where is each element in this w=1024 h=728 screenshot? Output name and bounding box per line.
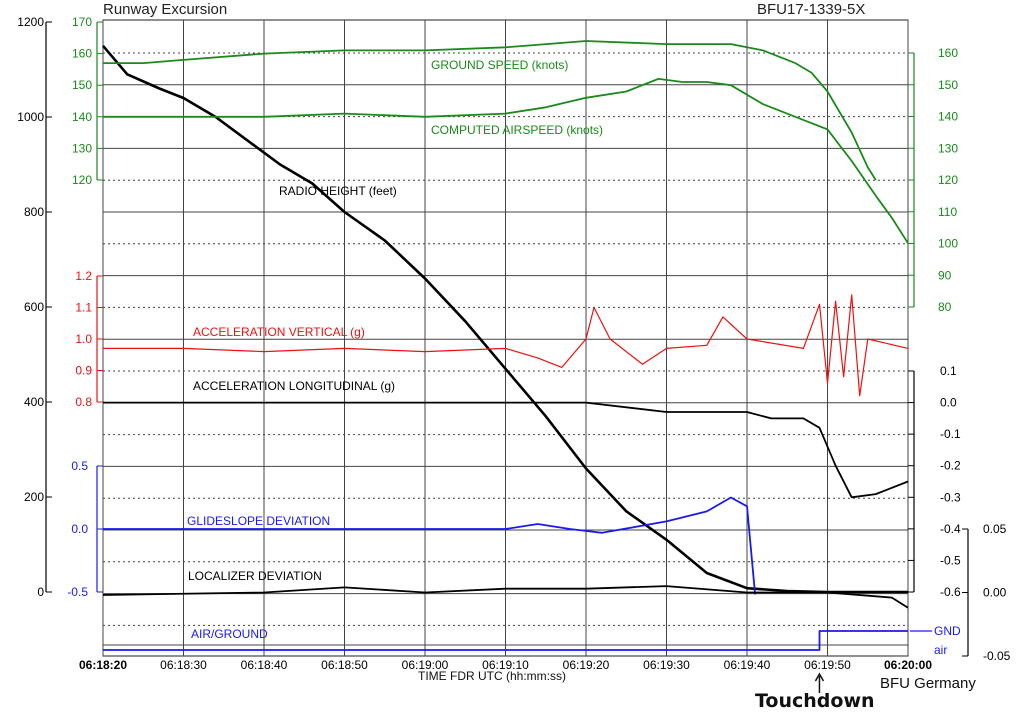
series-label: LOCALIZER DEVIATION — [188, 569, 322, 583]
series-label: ACCELERATION VERTICAL (g) — [193, 325, 365, 339]
acc-longitudinal-axis-label: -0.5 — [940, 553, 961, 567]
x-tick-label: 06:20:00 — [884, 658, 932, 672]
radio-height-axis-label: 600 — [24, 300, 44, 314]
acc-vertical-axis-label: 0.8 — [75, 395, 92, 409]
x-tick-label: 06:19:00 — [402, 658, 449, 672]
glideslope-axis-label: 0.5 — [71, 459, 88, 473]
radio-height-axis-label: 200 — [24, 490, 44, 504]
radio-height-axis-label: 1200 — [17, 15, 44, 29]
series-label: GROUND SPEED (knots) — [431, 58, 568, 72]
series-label: COMPUTED AIRSPEED (knots) — [431, 123, 603, 137]
report-id: BFU17-1339-5X — [757, 1, 865, 18]
acc-vertical-axis-label: 1.2 — [75, 269, 92, 283]
x-tick-label: 06:19:10 — [482, 658, 529, 672]
series-line — [103, 40, 877, 181]
acc-longitudinal-axis-label: 0.1 — [940, 364, 957, 378]
x-tick-label: 06:19:30 — [643, 658, 690, 672]
speed-axis-left-label: 130 — [72, 141, 92, 155]
localizer-axis-label: -0.05 — [983, 649, 1011, 663]
credit: BFU Germany — [880, 675, 976, 692]
series-line — [103, 401, 909, 499]
acc-longitudinal-axis-label: -0.3 — [940, 490, 961, 504]
speed-axis-right-label: 140 — [938, 110, 958, 124]
speed-axis-left-label: 160 — [72, 47, 92, 61]
series-line — [103, 78, 909, 244]
series-label: ACCELERATION LONGITUDINAL (g) — [193, 379, 395, 393]
speed-axis-right-label: 90 — [938, 268, 952, 282]
speed-axis-right-label: 80 — [938, 300, 952, 314]
series-labels: RADIO HEIGHT (feet) GROUND SPEED (knots) C… — [187, 58, 603, 641]
x-tick-label: 06:19:20 — [563, 658, 610, 672]
speed-axis-right-label: 150 — [938, 78, 958, 92]
radio-height-axis-label: 800 — [24, 205, 44, 219]
series-group — [102, 40, 909, 693]
localizer-axis-label: 0.05 — [983, 522, 1007, 536]
radio-height-axis-label: 400 — [24, 395, 44, 409]
speed-axis-left-label: 170 — [72, 15, 92, 29]
air-ground-tick-label: GND — [934, 624, 961, 638]
acc-longitudinal-axis-label: 0.0 — [940, 396, 957, 410]
speed-axis-right-label: 100 — [938, 237, 958, 251]
acc-longitudinal-axis-label: -0.4 — [940, 522, 961, 536]
x-axis-title: TIME FDR UTC (hh:mm:ss) — [418, 669, 566, 683]
speed-axis-right-label: 160 — [938, 46, 958, 60]
series-line — [103, 496, 756, 595]
speed-axis-right-label: 120 — [938, 173, 958, 187]
touchdown-arrowhead — [814, 672, 825, 682]
series-label: RADIO HEIGHT (feet) — [279, 184, 397, 198]
x-tick-label: 06:19:50 — [804, 658, 851, 672]
series-line — [102, 585, 909, 609]
series-label: AIR/GROUND — [191, 627, 268, 641]
x-tick-label: 06:18:30 — [160, 658, 207, 672]
air-ground-tick-label: air — [934, 643, 947, 657]
radio-height-axis-label: 0 — [37, 585, 44, 599]
speed-axis-left-label: 120 — [72, 173, 92, 187]
series-line — [103, 294, 909, 397]
x-tick-label: 06:18:20 — [79, 658, 127, 672]
grid — [102, 19, 909, 657]
series-line — [102, 44, 908, 594]
series-line — [103, 630, 908, 651]
series-label: GLIDESLOPE DEVIATION — [187, 514, 330, 528]
acc-longitudinal-axis-label: -0.1 — [940, 427, 961, 441]
acc-vertical-axis-label: 0.9 — [75, 364, 92, 378]
x-tick-label: 06:19:40 — [724, 658, 771, 672]
radio-height-axis-label: 1000 — [17, 110, 44, 124]
acc-longitudinal-axis-label: -0.6 — [940, 585, 961, 599]
touchdown-annotation: Touchdown — [755, 690, 875, 712]
speed-axis-right-label: 110 — [938, 205, 957, 219]
speed-axis-right-label: 130 — [938, 141, 958, 155]
speed-axis-left-label: 140 — [72, 110, 92, 124]
chart-title: Runway Excursion — [103, 1, 227, 18]
x-tick-label: 06:18:40 — [241, 658, 288, 672]
x-tick-label: 06:18:50 — [321, 658, 368, 672]
speed-axis-left-label: 150 — [72, 78, 92, 92]
glideslope-axis-label: -0.5 — [67, 585, 88, 599]
glideslope-axis-label: 0.0 — [71, 522, 88, 536]
axes: 1200 1000 800 600 400 200 0 170 160 150 140 130 120 1… — [17, 15, 1010, 672]
acc-longitudinal-axis-label: -0.2 — [940, 459, 961, 473]
acc-vertical-axis-label: 1.0 — [75, 332, 92, 346]
acc-vertical-axis-label: 1.1 — [75, 301, 92, 315]
localizer-axis-label: 0.00 — [983, 586, 1007, 600]
